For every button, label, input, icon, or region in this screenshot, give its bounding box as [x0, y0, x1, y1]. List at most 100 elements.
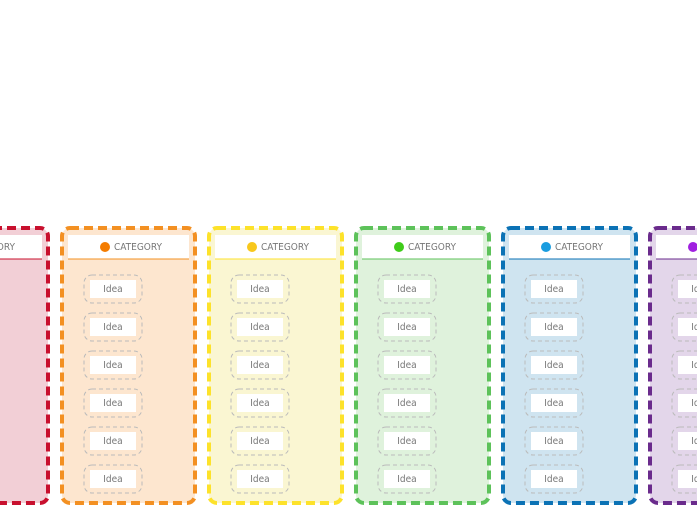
idea-box: [531, 356, 577, 374]
idea-box: [237, 394, 283, 412]
idea-frame: [377, 426, 437, 456]
idea-label: Idea: [397, 474, 416, 485]
category-header: [509, 235, 630, 259]
idea-box: [531, 280, 577, 298]
column-frame: [0, 226, 50, 505]
idea-label: Idea: [103, 436, 122, 447]
idea-box: [678, 470, 697, 488]
category-column: CATEGORY Idea Idea Idea Idea Idea Idea: [501, 226, 638, 505]
idea-label: Idea: [691, 474, 697, 485]
idea-frame: [83, 350, 143, 380]
category-column: CATEGORY: [0, 226, 50, 505]
idea-box: [678, 356, 697, 374]
idea-box: [678, 432, 697, 450]
idea-label: Idea: [103, 474, 122, 485]
idea-box: [90, 470, 136, 488]
idea-box: [237, 356, 283, 374]
idea-box: [678, 280, 697, 298]
idea-frame: [524, 464, 584, 494]
idea-label: Idea: [103, 322, 122, 333]
category-header: [215, 235, 336, 259]
idea-label: Idea: [250, 398, 269, 409]
idea-frame: [230, 464, 290, 494]
idea-label: Idea: [103, 284, 122, 295]
idea-frame: [524, 388, 584, 418]
idea-frame: [524, 312, 584, 342]
idea-label: Idea: [250, 436, 269, 447]
idea-frame: [83, 274, 143, 304]
category-dot: [247, 242, 257, 252]
category-label: CATEGORY: [0, 242, 16, 253]
idea-box: [384, 432, 430, 450]
idea-label: Idea: [397, 322, 416, 333]
idea-frame: [230, 388, 290, 418]
idea-label: Idea: [691, 398, 697, 409]
idea-label: Idea: [397, 284, 416, 295]
idea-label: Idea: [103, 398, 122, 409]
idea-frame: [377, 312, 437, 342]
idea-label: Idea: [691, 322, 697, 333]
idea-frame: [524, 274, 584, 304]
idea-box: [384, 280, 430, 298]
idea-box: [678, 394, 697, 412]
idea-box: [531, 394, 577, 412]
idea-frame: [524, 426, 584, 456]
idea-label: Idea: [544, 436, 563, 447]
idea-box: [384, 470, 430, 488]
idea-frame: [83, 388, 143, 418]
idea-label: Idea: [250, 284, 269, 295]
idea-label: Idea: [544, 322, 563, 333]
category-dot: [541, 242, 551, 252]
idea-label: Idea: [544, 284, 563, 295]
idea-box: [531, 470, 577, 488]
idea-label: Idea: [691, 284, 697, 295]
category-label: CATEGORY: [114, 242, 163, 253]
idea-label: Idea: [691, 360, 697, 371]
idea-box: [384, 394, 430, 412]
category-header: [362, 235, 483, 259]
idea-frame: [83, 464, 143, 494]
idea-frame: [377, 464, 437, 494]
idea-frame: [83, 426, 143, 456]
category-column: CATEGORY Idea Idea Idea Idea Idea Idea: [60, 226, 197, 505]
idea-box: [384, 356, 430, 374]
idea-box: [237, 280, 283, 298]
category-dot: [394, 242, 404, 252]
idea-label: Idea: [691, 436, 697, 447]
idea-frame: [377, 274, 437, 304]
category-dot: [100, 242, 110, 252]
idea-label: Idea: [397, 398, 416, 409]
category-label: CATEGORY: [261, 242, 310, 253]
idea-box: [90, 432, 136, 450]
idea-label: Idea: [544, 360, 563, 371]
idea-box: [90, 356, 136, 374]
idea-box: [237, 432, 283, 450]
idea-box: [237, 318, 283, 336]
idea-box: [90, 280, 136, 298]
idea-frame: [230, 312, 290, 342]
idea-box: [237, 470, 283, 488]
idea-frame: [230, 350, 290, 380]
idea-label: Idea: [397, 360, 416, 371]
idea-label: Idea: [544, 474, 563, 485]
idea-box: [90, 318, 136, 336]
category-dot: [688, 242, 697, 252]
category-label: CATEGORY: [408, 242, 457, 253]
idea-label: Idea: [397, 436, 416, 447]
idea-label: Idea: [103, 360, 122, 371]
idea-box: [90, 394, 136, 412]
idea-frame: [377, 350, 437, 380]
category-header: [0, 235, 42, 259]
category-header: [68, 235, 189, 259]
idea-label: Idea: [544, 398, 563, 409]
category-label: CATEGORY: [555, 242, 604, 253]
idea-frame: [524, 350, 584, 380]
idea-label: Idea: [250, 322, 269, 333]
idea-box: [531, 432, 577, 450]
idea-frame: [230, 426, 290, 456]
idea-label: Idea: [250, 474, 269, 485]
category-column: CATEGORY Idea Idea Idea Idea Idea Idea: [354, 226, 491, 505]
